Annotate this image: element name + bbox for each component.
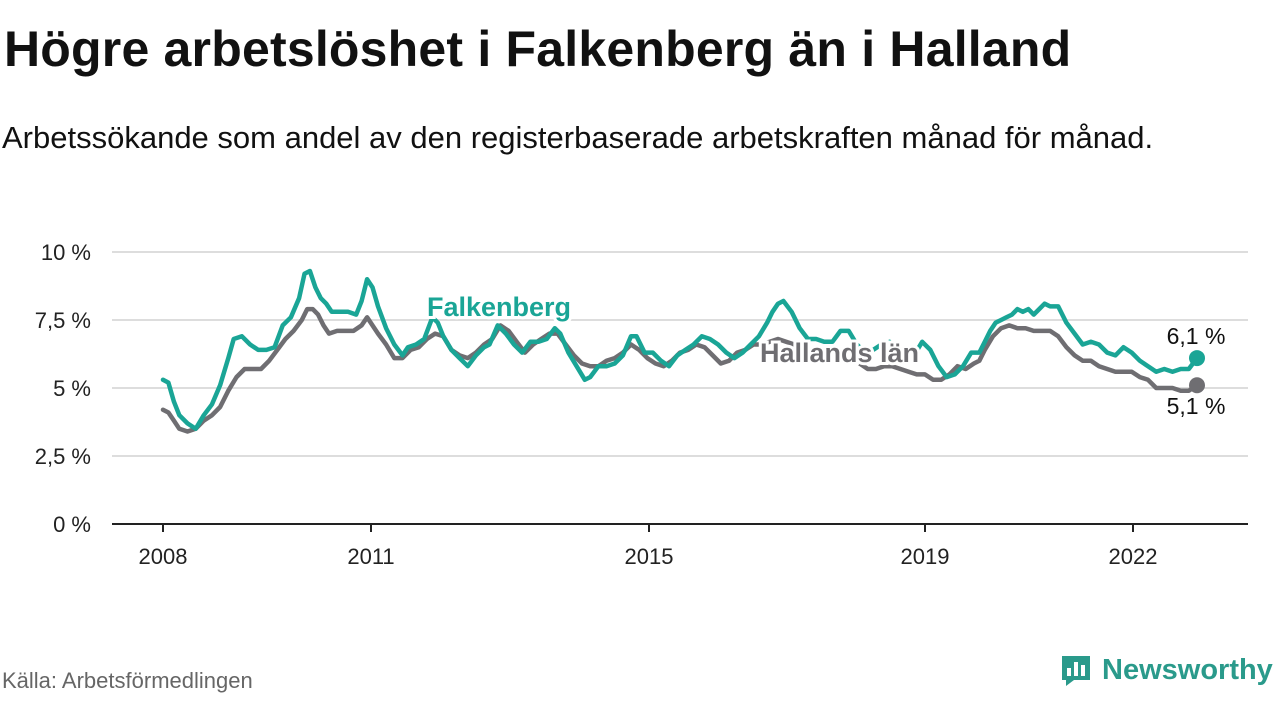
halland-end-point [1189,377,1205,394]
falkenberg-end-label: 6,1 % [1167,323,1226,349]
series-labels: Falkenberg Hallands län 6,1 % 5,1 % [424,289,1228,422]
y-tick-label: 0 % [53,512,91,537]
x-tick-label: 2015 [625,544,674,569]
falkenberg-line [160,268,1200,432]
series-lines [160,268,1205,434]
x-tick-label: 2008 [139,544,188,569]
chart-title: Högre arbetslöshet i Falkenberg än i Hal… [4,21,1072,77]
x-axis: 2008 2011 2015 2019 2022 [112,523,1248,569]
halland-line [160,306,1200,434]
chart-subtitle: Arbetssökande som andel av den registerb… [2,120,1154,155]
gridlines [112,251,1248,457]
y-tick-label: 10 % [41,240,91,265]
y-tick-label: 2,5 % [35,444,91,469]
falkenberg-end-point [1189,350,1205,367]
x-tick-label: 2011 [347,544,394,569]
y-axis-ticks: 0 % 2,5 % 5 % 7,5 % 10 % [35,240,91,537]
bar-chart-logo-icon [1062,656,1090,686]
y-tick-label: 7,5 % [35,308,91,333]
halland-series-label: Hallands län [760,338,919,368]
y-tick-label: 5 % [53,376,91,401]
source-note: Källa: Arbetsförmedlingen [2,668,253,693]
x-tick-label: 2022 [1109,544,1158,569]
line-chart: 0 % 2,5 % 5 % 7,5 % 10 % 2008 2011 2015 2019 202… [35,240,1248,569]
falkenberg-series-label: Falkenberg [427,292,571,322]
brand-logo[interactable]: Newsworthy [1058,652,1273,688]
brand-name: Newsworthy [1102,653,1273,686]
halland-end-label: 5,1 % [1167,393,1226,419]
x-tick-label: 2019 [901,544,950,569]
